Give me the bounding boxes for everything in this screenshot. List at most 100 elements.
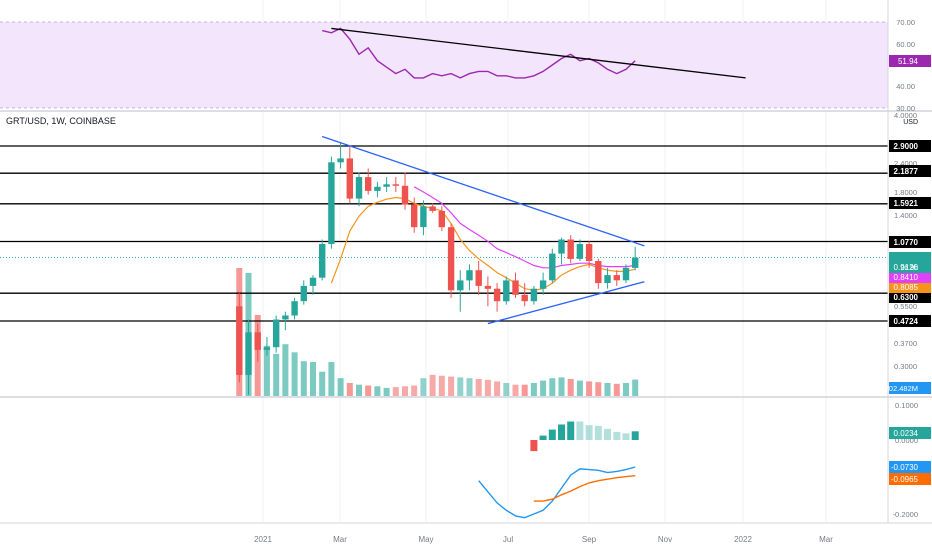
macd-value-badge: -0.0730	[891, 463, 919, 472]
price-tick-label: 0.3000	[894, 362, 917, 371]
volume-bar	[604, 383, 611, 396]
price-axis[interactable]: 4.0000 2.4000 1.8000 1.4000 0.5500 0.3700 0.30…	[885, 18, 931, 519]
candle-body	[263, 347, 271, 350]
level-badge-bg	[889, 140, 931, 152]
candle	[263, 337, 271, 356]
candle-body	[429, 206, 436, 211]
volume-bar	[273, 353, 280, 396]
candle-body	[457, 280, 464, 291]
volume-bar	[420, 378, 427, 396]
time-axis[interactable]: 2021 Mar May Jul Sep Nov 2022 Mar	[254, 535, 833, 544]
candle	[567, 235, 574, 264]
rsi-tick-label: 60.00	[896, 40, 915, 49]
price-pane[interactable]	[0, 135, 888, 396]
candle-body	[374, 186, 381, 191]
rsi-pane[interactable]	[0, 21, 888, 109]
volume-bar	[300, 361, 307, 396]
level-badge-label: 1.5921	[894, 199, 919, 208]
candle-body	[447, 227, 455, 291]
candle	[337, 142, 344, 169]
macd-pane[interactable]	[478, 421, 639, 519]
candle-body	[355, 177, 363, 199]
volume-bar	[503, 383, 510, 396]
level-badge-bg	[889, 291, 931, 303]
level-badge-label: 0.6300	[894, 293, 919, 302]
candle-body	[392, 184, 399, 186]
macd-tick-label: 0.1000	[895, 401, 918, 410]
ema-slow-badge: 0.8085	[894, 283, 919, 292]
candle-body	[604, 275, 611, 283]
candle	[595, 258, 602, 289]
macd-histogram-bar	[530, 440, 538, 452]
candle-body	[585, 244, 593, 261]
time-tick-label: Mar	[819, 535, 833, 544]
candle	[632, 246, 639, 271]
candle	[401, 172, 409, 210]
candle-body	[337, 158, 344, 163]
volume-bar	[521, 384, 528, 396]
candle-body	[300, 285, 307, 302]
level-badge-bg	[889, 315, 931, 327]
time-tick-label: Mar	[333, 535, 347, 544]
candle	[438, 206, 445, 232]
candle	[392, 177, 399, 192]
candle-body	[567, 239, 574, 259]
macd-histogram-bar	[631, 431, 639, 440]
volume-bar	[356, 384, 362, 396]
candle	[236, 293, 243, 383]
price-tick-label: 4.0000	[894, 111, 917, 120]
candle-body	[622, 267, 630, 281]
candle	[622, 264, 630, 284]
volume-bar	[346, 383, 353, 396]
candle	[512, 272, 519, 298]
signal-line	[533, 475, 636, 502]
symbol-label: GRT/USD, 1W, COINBASE	[6, 116, 116, 126]
volume-bar	[310, 362, 316, 396]
candle	[254, 323, 261, 362]
ema-slow-badge-bg	[889, 283, 931, 293]
price-tick-label: 0.3700	[894, 339, 917, 348]
volume-bar	[632, 379, 639, 396]
rsi-tick-label: 70.00	[896, 18, 915, 27]
candle-body	[512, 280, 519, 295]
candle	[613, 270, 620, 286]
candle-body	[475, 270, 482, 286]
rsi-trendline	[331, 27, 746, 79]
volume-bar	[411, 385, 418, 396]
candle-body	[346, 158, 353, 199]
candle-body	[401, 185, 409, 205]
signal-value-badge: -0.0965	[891, 475, 919, 484]
level-badge-bg	[889, 236, 931, 248]
volume-bar	[291, 352, 298, 396]
candle	[466, 264, 473, 291]
candle	[475, 261, 482, 295]
volume-bar	[438, 375, 445, 396]
candle	[365, 168, 372, 195]
candle	[429, 203, 436, 213]
candle-body	[493, 288, 501, 302]
macd-histogram-bar	[604, 428, 611, 440]
level-badge-label: 2.1877	[894, 167, 919, 176]
candle-body	[282, 315, 289, 320]
volume-bar	[512, 384, 519, 396]
candle-body	[632, 257, 639, 268]
candle	[273, 315, 280, 353]
volume-badge: 202.482M	[885, 384, 918, 393]
candle	[604, 267, 611, 289]
ema-fast-badge-bg	[889, 273, 931, 283]
candle	[576, 239, 584, 261]
candle	[374, 181, 381, 198]
volume-bar	[540, 380, 547, 396]
candle	[521, 283, 528, 307]
price-trendline	[487, 281, 645, 325]
candle	[291, 297, 298, 320]
time-tick-label: Sep	[582, 535, 597, 544]
macd-histogram-bar	[622, 433, 630, 440]
candle-body	[549, 253, 556, 281]
volume-bar	[319, 371, 326, 396]
volume-bar	[576, 380, 583, 396]
volume-bar	[494, 381, 501, 396]
histogram-value-badge-bg	[889, 427, 931, 439]
